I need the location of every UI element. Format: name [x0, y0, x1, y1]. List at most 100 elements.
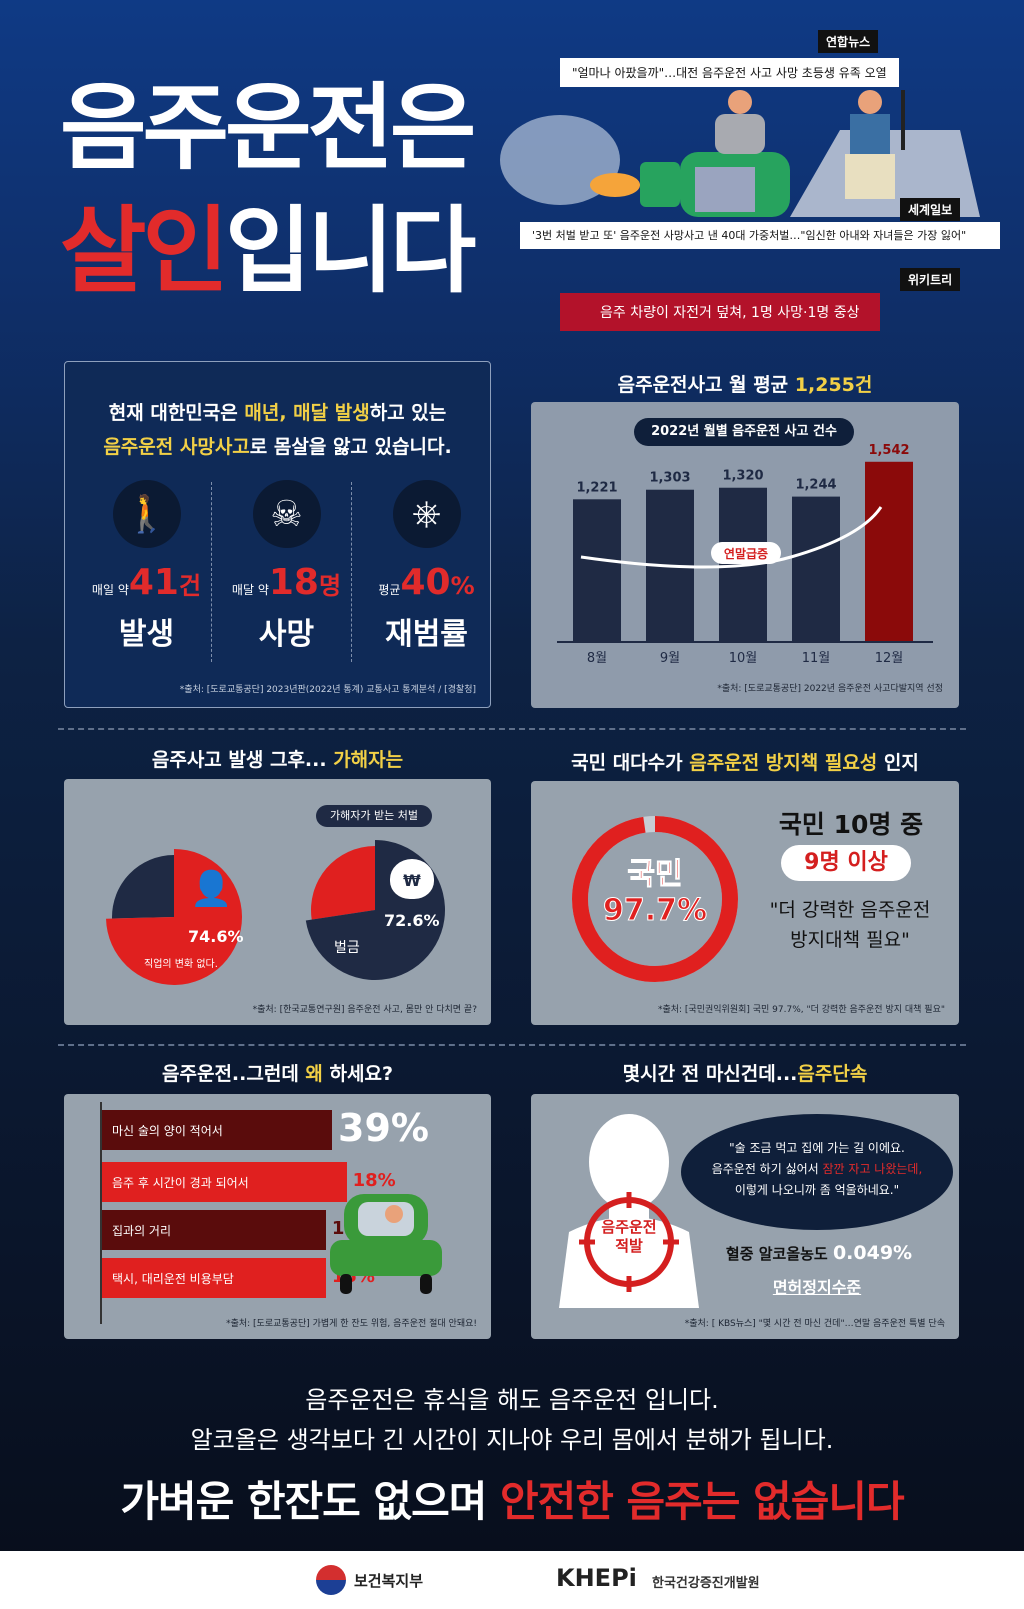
- pie-fine: [305, 840, 445, 980]
- bar-label: 1,221: [576, 480, 617, 495]
- chart-title: 2022년 월별 음주운전 사고 건수: [634, 418, 854, 446]
- intro-text: 현재 대한민국은 매년, 매달 발생하고 있는 음주운전 사망사고로 몸살을 앓…: [103, 402, 452, 458]
- reason-bar: 마신 술의 양이 적어서: [102, 1110, 332, 1150]
- stat-label: 사망: [258, 617, 315, 652]
- person-tie-icon: 👤: [190, 869, 233, 909]
- bottom-line1: 음주운전은 휴식을 해도 음주운전 입니다.: [305, 1386, 719, 1414]
- news-headline: '3번 처벌 받고 또' 음주운전 사망사고 낸 40대 가중처벌…"임신한 아…: [520, 222, 1000, 249]
- title-line1: 음주운전은: [60, 74, 476, 183]
- title-highlight: 살인: [60, 197, 229, 306]
- source-note: *출처: [국민권익위원회] 국민 97.7%, "더 강력한 음주운전 방지 …: [657, 1005, 945, 1015]
- x-tick-label: 8월: [587, 651, 607, 666]
- reason-value: 39%: [338, 1106, 429, 1150]
- ministry-logo: [316, 1565, 346, 1595]
- target-label: 음주운전 적발: [601, 1218, 657, 1255]
- public-quote: "더 강력한 음주운전 방지대책 필요": [769, 899, 931, 951]
- ring-label: 국민 97.7%: [602, 857, 708, 929]
- pie-slice-rest: [311, 846, 375, 920]
- source-note: *출처: [한국교통연구원] 음주운전 사고, 몸만 안 다치면 끝?: [252, 1005, 477, 1015]
- stat-0: 🚶 매일 약41건 발생: [79, 480, 214, 653]
- bac-note: 면허정지수준: [772, 1278, 862, 1297]
- bar-11월: [792, 496, 840, 642]
- punishment-pill: 가해자가 받는 처벌: [316, 805, 432, 827]
- source-note: *출처: [도로교통공단] 2022년 음주운전 사고다발지역 선정: [717, 684, 943, 694]
- bar-12월: [865, 461, 913, 642]
- bar-8월: [573, 499, 621, 642]
- news-headline: 음주 차량이 자전거 덮쳐, 1명 사망·1명 중상: [560, 293, 880, 331]
- public-pill: 9명 이상: [781, 845, 911, 881]
- public-text1: 국민 10명 중: [778, 810, 924, 839]
- bar-label: 1,303: [649, 471, 690, 486]
- car-illustration: [330, 1194, 442, 1294]
- stat-label: 재범률: [385, 617, 468, 652]
- stat-2: ⎈ 평균40% 재범률: [359, 480, 494, 653]
- bottom-line2: 알코올은 생각보다 긴 시간이 지나야 우리 몸에서 분해가 됩니다.: [190, 1426, 834, 1454]
- stat-label: 발생: [118, 617, 175, 652]
- pie2-value: 72.6%: [384, 911, 440, 930]
- crack-heading: 몇시간 전 마신건데...음주단속: [622, 1063, 868, 1085]
- bar-label: 1,244: [795, 478, 836, 493]
- why-heading: 음주운전..그런데 왜 하세요?: [162, 1063, 393, 1085]
- title-rest: 입니다: [224, 197, 476, 306]
- pie1-caption: 직업의 변화 없다.: [144, 959, 218, 970]
- reason-value: 18%: [352, 1170, 396, 1191]
- perp-panel: 👤 74.6% 직업의 변화 없다. 가해자가 받는 처벌 ₩ 72.6% 벌금…: [64, 779, 491, 1025]
- public-heading: 국민 대다수가 음주운전 방지책 필요성 인지: [571, 752, 919, 774]
- source-note: *출처: [도로교통공단] 2023년판(2022년 통계) 교통사고 통계분석…: [179, 685, 476, 695]
- divider: [351, 482, 352, 662]
- news-source-tag: 세계일보: [900, 198, 961, 221]
- stat-value: 매달 약18명: [231, 562, 342, 603]
- skull-icon: ☠: [252, 480, 321, 548]
- bottom-slogan: 가벼운 한잔도 없으며 안전한 음주는 없습니다: [120, 1477, 904, 1526]
- bar-label: 1,320: [722, 469, 763, 484]
- pie-job-unchanged: [106, 849, 242, 985]
- stat-value: 매일 약41건: [91, 562, 202, 603]
- falling-person-icon: 🚶: [112, 480, 181, 548]
- ministry-name: 보건복지부: [354, 1572, 424, 1590]
- source-note: *출처: [ KBS뉴스] "몇 시간 전 마신 건데"…연말 음주운전 특별 …: [684, 1319, 945, 1329]
- speech-bubble: "술 조금 먹고 집에 가는 길 이에요. 음주운전 하기 싫어서 잠깐 자고 나…: [681, 1114, 953, 1230]
- news-source-tag: 연합뉴스: [818, 30, 879, 53]
- steering-wheel-icon: ⎈: [392, 480, 461, 548]
- trend-annotation: 연말급증: [724, 546, 768, 561]
- ring-97-7: [572, 816, 738, 982]
- divider: [58, 728, 966, 730]
- drunk-driving-illustration: [500, 90, 980, 217]
- divider: [211, 482, 212, 662]
- x-tick-label: 12월: [875, 651, 904, 666]
- stats-panel: 현재 대한민국은 매년, 매달 발생하고 있는 음주운전 사망사고로 몸살을 앓…: [64, 361, 491, 708]
- pie-slice-main: [106, 849, 242, 985]
- news-headline: "얼마나 아팠을까"…대전 음주운전 사고 사망 초등생 유족 오열: [560, 58, 899, 87]
- x-tick-label: 10월: [729, 651, 758, 666]
- pie1-value: 74.6%: [188, 927, 244, 946]
- chart-heading: 음주운전사고 월 평균 1,255건: [617, 374, 873, 396]
- money-bag-icon: ₩: [390, 859, 434, 899]
- bac-text: 혈중 알코올농도 0.049%: [725, 1242, 913, 1264]
- reason-bar: 택시, 대리운전 비용부담: [102, 1258, 326, 1298]
- crack-panel: 음주운전 적발 "술 조금 먹고 집에 가는 길 이에요. 음주운전 하기 싫어서 …: [531, 1094, 959, 1339]
- trend-arrow: [580, 506, 883, 569]
- x-tick-label: 9월: [660, 651, 680, 666]
- pie-slice-rest: [112, 855, 174, 919]
- reason-bar: 집과의 거리: [102, 1210, 326, 1250]
- khepi-name: 한국건강증진개발원: [652, 1576, 760, 1591]
- khepi-logo: KHEPi: [556, 1564, 637, 1592]
- perp-heading: 음주사고 발생 그후... 가해자는: [151, 749, 404, 771]
- public-panel: 국민 97.7% 국민 10명 중 9명 이상 "더 강력한 음주운전 방지대책 필…: [531, 781, 959, 1025]
- footer: 보건복지부 KHEPi 한국건강증진개발원: [0, 1551, 1024, 1609]
- trend-annotation-pill: [711, 542, 781, 564]
- stat-1: ☠ 매달 약18명 사망: [219, 480, 354, 653]
- divider: [58, 1044, 966, 1046]
- news-source-tag: 위키트리: [900, 268, 961, 291]
- reason-bar: 음주 후 시간이 경과 되어서: [102, 1162, 347, 1202]
- bar-label: 1,542: [868, 443, 909, 458]
- bar-chart: 1,221 8월 1,303 9월 1,320 10월 1,244 11월 1,542 12월 연말…: [557, 443, 933, 666]
- x-tick-label: 11월: [802, 651, 831, 666]
- pie2-caption: 벌금: [334, 940, 360, 956]
- title-line2: 살인입니다: [60, 205, 476, 299]
- source-note: *출처: [도로교통공단] 가볍게 한 잔도 위험, 음주운전 절대 안돼요!: [226, 1319, 477, 1329]
- chart-panel: 2022년 월별 음주운전 사고 건수 1,221 8월 1,303 9월 1,320 1…: [531, 402, 959, 708]
- stat-value: 평균40%: [378, 562, 475, 603]
